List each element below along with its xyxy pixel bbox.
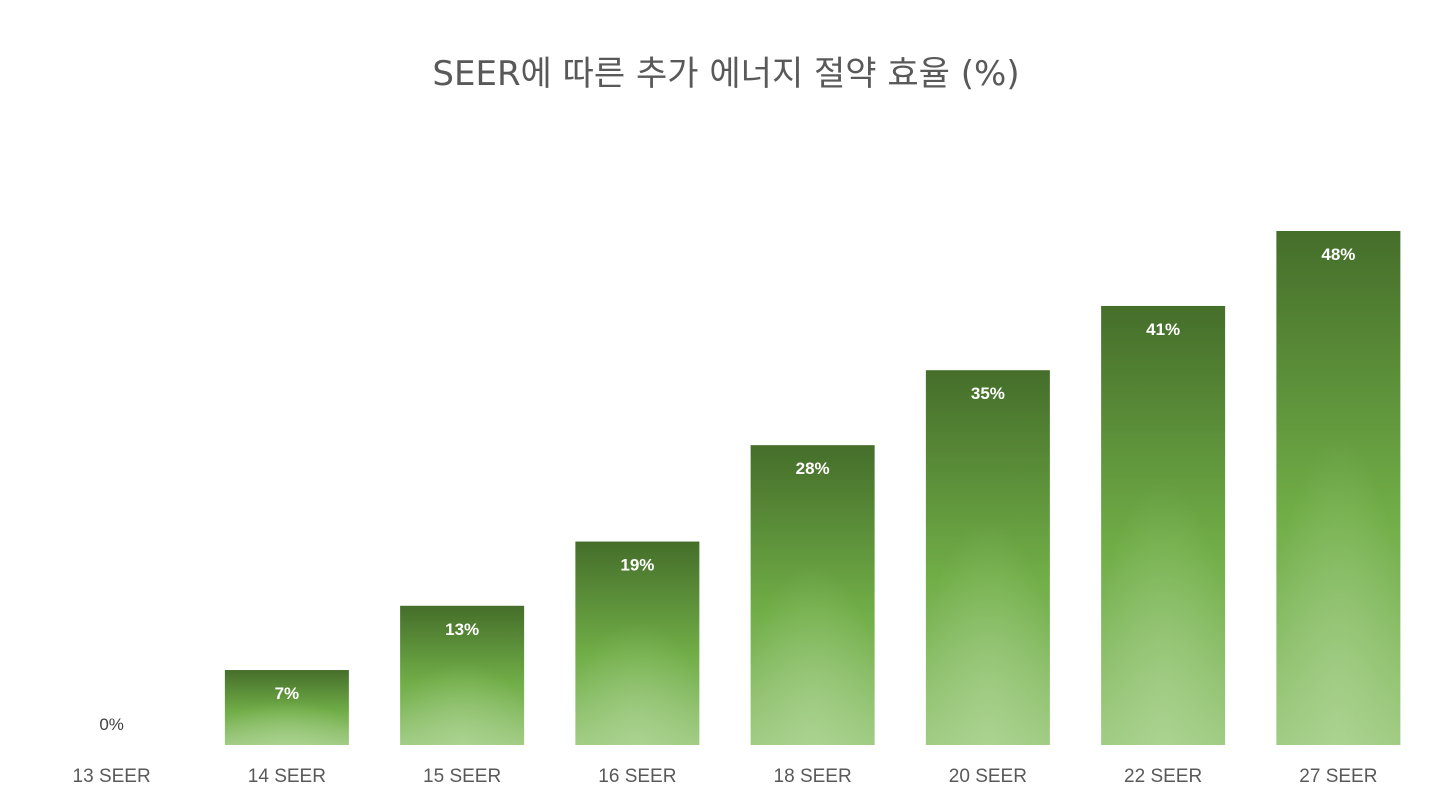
chart-title: SEER에 따른 추가 에너지 절약 효율 (%)	[432, 54, 1020, 94]
x-tick-label: 20 SEER	[949, 766, 1027, 787]
data-label: 28%	[796, 459, 830, 478]
x-tick-label: 22 SEER	[1124, 766, 1202, 787]
data-label: 48%	[1321, 245, 1355, 264]
data-label: 35%	[971, 384, 1005, 403]
x-tick-label: 14 SEER	[248, 766, 326, 787]
data-label: 41%	[1146, 320, 1180, 339]
x-tick-label: 13 SEER	[73, 766, 151, 787]
x-tick-label: 18 SEER	[774, 766, 852, 787]
data-label: 7%	[275, 684, 300, 703]
data-label: 19%	[620, 556, 654, 575]
bar-glow	[925, 370, 1050, 745]
x-axis-ticks: 13 SEER 14 SEER 15 SEER 16 SEER 18 SEER 20 SE…	[73, 766, 1378, 787]
bar-glow	[750, 445, 875, 745]
bar-glow	[400, 605, 525, 745]
data-label: 13%	[445, 620, 479, 639]
bar-glow	[1101, 305, 1226, 745]
bars-layer	[224, 231, 1401, 745]
x-tick-label: 15 SEER	[423, 766, 501, 787]
data-label: 0%	[99, 715, 124, 734]
x-tick-label: 16 SEER	[598, 766, 676, 787]
data-labels-layer: 0% 7% 13% 19% 28% 35% 41% 48%	[99, 245, 1355, 734]
bar-glow	[224, 670, 349, 745]
x-tick-label: 27 SEER	[1299, 766, 1377, 787]
bar-glow	[575, 541, 700, 745]
bar-glow	[1276, 231, 1401, 745]
